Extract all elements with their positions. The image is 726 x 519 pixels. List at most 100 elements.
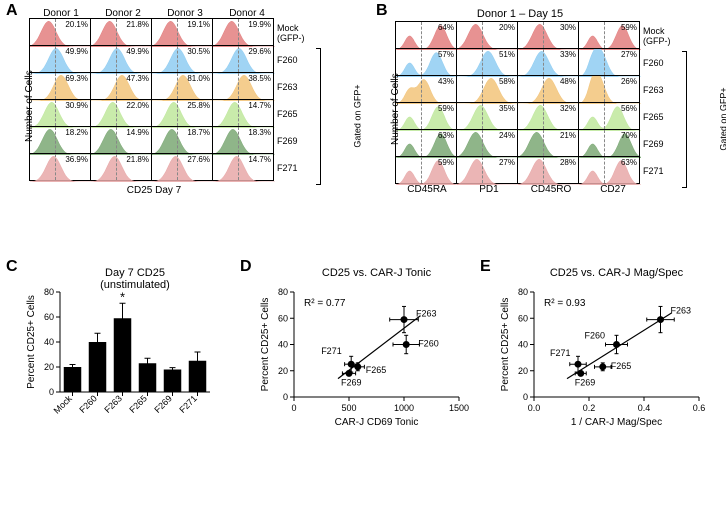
xtick-label: F265 bbox=[127, 393, 149, 415]
threshold-line bbox=[177, 19, 178, 45]
threshold-line bbox=[543, 22, 544, 48]
hist-cell: 27% bbox=[456, 156, 518, 184]
xtick-label: 0.6 bbox=[693, 403, 706, 413]
hist-percent: 24% bbox=[499, 131, 515, 140]
threshold-line bbox=[55, 19, 56, 45]
hist-cell: 33% bbox=[517, 48, 579, 76]
hist-cell: 19.9% bbox=[212, 18, 274, 46]
threshold-line bbox=[177, 127, 178, 153]
hist-cell: 51% bbox=[456, 48, 518, 76]
ytick-label: 40 bbox=[278, 340, 288, 350]
ytick-label: 40 bbox=[518, 340, 528, 350]
threshold-line bbox=[482, 76, 483, 102]
panel-b-label: B bbox=[376, 2, 388, 20]
row-label: F260 bbox=[277, 55, 298, 65]
gating-bracket-label: Gated on GFP+ bbox=[353, 84, 363, 147]
xaxis-label: 1 / CAR-J Mag/Spec bbox=[571, 417, 662, 428]
threshold-line bbox=[55, 127, 56, 153]
data-point bbox=[346, 370, 353, 377]
threshold-line bbox=[177, 100, 178, 126]
threshold-line bbox=[482, 22, 483, 48]
col-footer: CD27 bbox=[582, 184, 644, 195]
xtick-label: 0.4 bbox=[638, 403, 651, 413]
hist-percent: 18.7% bbox=[187, 128, 210, 137]
hist-percent: 47.3% bbox=[126, 74, 149, 83]
hist-percent: 64% bbox=[438, 23, 454, 32]
panel-a-label: A bbox=[6, 2, 18, 20]
threshold-line bbox=[421, 49, 422, 75]
hist-cell: 27.6% bbox=[151, 153, 213, 181]
threshold-line bbox=[116, 127, 117, 153]
hist-cell: 20.1% bbox=[29, 18, 91, 46]
xaxis-label: CAR-J CD69 Tonic bbox=[335, 417, 419, 428]
hist-percent: 20.1% bbox=[65, 20, 88, 29]
row-label: F271 bbox=[643, 166, 664, 176]
hist-row: 36.9% 21.8% 27.6% 14.7% F271 bbox=[30, 154, 305, 181]
data-point bbox=[577, 370, 584, 377]
ytick-label: 20 bbox=[44, 362, 54, 372]
hist-percent: 57% bbox=[438, 50, 454, 59]
hist-cell: 21% bbox=[517, 129, 579, 157]
threshold-line bbox=[421, 157, 422, 183]
threshold-line bbox=[116, 46, 117, 72]
hist-percent: 49.9% bbox=[65, 47, 88, 56]
threshold-line bbox=[55, 154, 56, 180]
row-label: F265 bbox=[277, 109, 298, 119]
hist-cell: 14.7% bbox=[212, 153, 274, 181]
hist-percent: 14.7% bbox=[248, 101, 271, 110]
panel-e-label: E bbox=[480, 258, 491, 276]
point-label: F265 bbox=[611, 361, 632, 371]
col-footers: CD45RAPD1CD45ROCD27 bbox=[396, 184, 671, 195]
hist-cell: 27% bbox=[578, 48, 640, 76]
row-label: Mock (GFP-) bbox=[643, 26, 671, 46]
panel-e: CD25 vs. CAR-J Mag/Spec0204060800.00.20.… bbox=[496, 264, 719, 440]
threshold-line bbox=[116, 154, 117, 180]
threshold-line bbox=[482, 157, 483, 183]
col-footer: CD45RA bbox=[396, 184, 458, 195]
row-label: F271 bbox=[277, 163, 298, 173]
hist-percent: 22.0% bbox=[126, 101, 149, 110]
yaxis-label: Percent CD25+ Cells bbox=[500, 298, 511, 392]
hist-percent: 29.6% bbox=[248, 47, 271, 56]
col-footer: PD1 bbox=[458, 184, 520, 195]
hist-cell: 32% bbox=[517, 102, 579, 130]
hist-percent: 30% bbox=[560, 23, 576, 32]
xtick-label: 500 bbox=[341, 403, 356, 413]
row-label: F263 bbox=[643, 85, 664, 95]
threshold-line bbox=[116, 73, 117, 99]
hist-row: 64% 20% 30% 59% Mock (GFP-) bbox=[396, 22, 671, 49]
r-squared: R² = 0.77 bbox=[304, 298, 346, 309]
threshold-line bbox=[543, 49, 544, 75]
hist-percent: 63% bbox=[438, 131, 454, 140]
hist-cell: 69.3% bbox=[29, 72, 91, 100]
hist-cell: 56% bbox=[578, 102, 640, 130]
hist-percent: 51% bbox=[499, 50, 515, 59]
threshold-line bbox=[238, 127, 239, 153]
threshold-line bbox=[116, 19, 117, 45]
hist-cell: 18.2% bbox=[29, 126, 91, 154]
hist-percent: 14.7% bbox=[248, 155, 271, 164]
threshold-line bbox=[238, 73, 239, 99]
hist-cell: 29.6% bbox=[212, 45, 274, 73]
ytick-label: 40 bbox=[44, 337, 54, 347]
hist-percent: 70% bbox=[621, 131, 637, 140]
hist-cell: 35% bbox=[456, 102, 518, 130]
point-label: F269 bbox=[575, 377, 596, 387]
data-point bbox=[575, 361, 582, 368]
hist-cell: 59% bbox=[395, 102, 457, 130]
hist-percent: 26% bbox=[621, 77, 637, 86]
threshold-line bbox=[543, 76, 544, 102]
bar bbox=[164, 370, 182, 393]
xtick-label: 1000 bbox=[394, 403, 414, 413]
r-squared: R² = 0.93 bbox=[544, 298, 586, 309]
hist-cell: 26% bbox=[578, 75, 640, 103]
chart-title: CD25 vs. CAR-J Mag/Spec bbox=[550, 267, 684, 279]
hist-percent: 30.9% bbox=[65, 101, 88, 110]
hist-cell: 47.3% bbox=[90, 72, 152, 100]
xtick-label: F269 bbox=[152, 393, 174, 415]
scatter-chart-svg: CD25 vs. CAR-J Tonic02040608005001000150… bbox=[256, 264, 479, 437]
yaxis-label: Number of Cells bbox=[390, 73, 401, 145]
hist-cell: 14.9% bbox=[90, 126, 152, 154]
threshold-line bbox=[238, 46, 239, 72]
threshold-line bbox=[604, 76, 605, 102]
